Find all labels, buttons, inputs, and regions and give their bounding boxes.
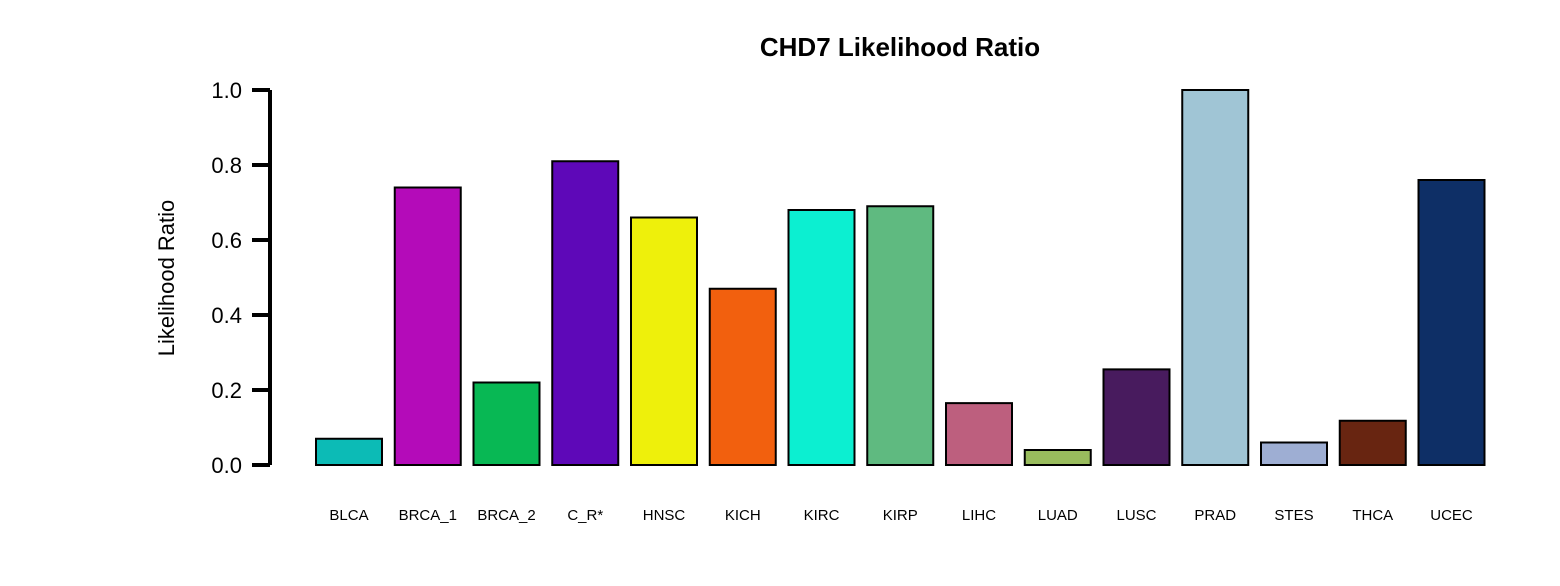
bar-luad [1023, 449, 1092, 466]
x-tick-label: BLCA [329, 507, 368, 524]
x-tick-label: STES [1274, 507, 1313, 524]
x-tick-label: UCEC [1430, 507, 1473, 524]
bar-lihc [945, 402, 1013, 466]
bar-c-r- [551, 160, 620, 466]
bar-lusc [1102, 368, 1171, 466]
y-tick-label: 0.8 [211, 153, 242, 178]
y-axis-label: Likelihood Ratio [154, 200, 179, 357]
bar-brca-2 [472, 381, 541, 466]
bar-thca [1338, 419, 1407, 466]
y-tick-label: 0.4 [211, 303, 242, 328]
bar-prad [1181, 89, 1250, 466]
y-axis: 0.0 0.2 0.4 0.6 0.8 1.0 [211, 78, 272, 478]
x-tick-labels: BLCA BRCA_1 BRCA_2 C_R* HNSC KICH KIRC KIRP LIHC… [329, 507, 1473, 524]
y-tick-label: 1.0 [211, 78, 242, 103]
x-tick-label: KIRC [804, 507, 840, 524]
x-tick-label: LIHC [962, 507, 996, 524]
bar-blca [315, 437, 383, 466]
x-tick-label: PRAD [1194, 507, 1236, 524]
x-tick-label: C_R* [567, 507, 603, 524]
x-tick-label: LUSC [1116, 507, 1156, 524]
bars-group [315, 89, 1486, 466]
x-tick-label: BRCA_2 [477, 507, 535, 524]
bar-ucec [1417, 179, 1486, 466]
bar-kirp [866, 205, 935, 466]
bar-stes [1260, 441, 1328, 466]
bar-kirc [787, 209, 856, 466]
y-tick-label: 0.6 [211, 228, 242, 253]
chart-title: CHD7 Likelihood Ratio [760, 32, 1040, 62]
x-tick-label: HNSC [643, 507, 686, 524]
bar-brca-1 [393, 186, 462, 466]
y-tick-label: 0.0 [211, 453, 242, 478]
bar-hnsc [630, 216, 698, 466]
x-tick-label: KIRP [883, 507, 918, 524]
y-tick-label: 0.2 [211, 378, 242, 403]
bar-kich [708, 287, 777, 466]
x-tick-label: THCA [1352, 507, 1393, 524]
x-tick-label: BRCA_1 [399, 507, 457, 524]
x-tick-label: KICH [725, 507, 761, 524]
x-tick-label: LUAD [1038, 507, 1078, 524]
